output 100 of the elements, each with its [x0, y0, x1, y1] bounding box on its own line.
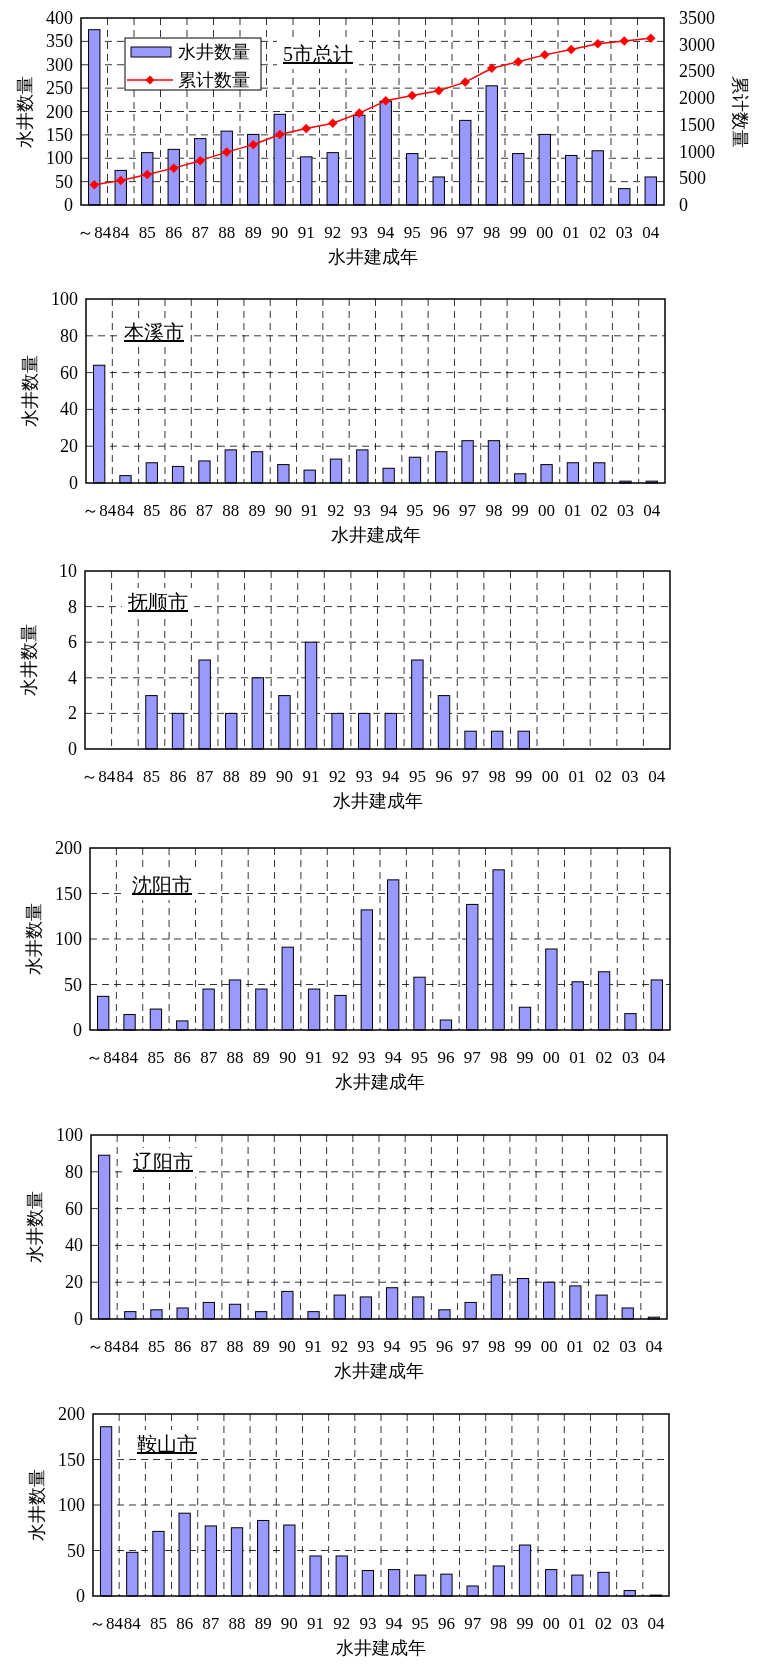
x-tick-label: 88: [226, 1336, 244, 1356]
y-tick-label: 50: [67, 1540, 85, 1561]
legend-label: 水井数量: [178, 42, 250, 62]
x-tick-label: 97: [462, 766, 480, 786]
y-tick-label: 150: [55, 883, 82, 904]
x-tick-label: 99: [515, 766, 533, 786]
x-tick-label: 96: [435, 766, 453, 786]
x-tick-label: 03: [621, 1047, 639, 1067]
y-tick-label: 4: [68, 667, 77, 688]
x-tick-label: 85: [142, 766, 160, 786]
x-tick-label: 97: [464, 1613, 482, 1633]
x-tick-label: 95: [408, 766, 426, 786]
x-tick-label: ～84: [86, 1047, 121, 1067]
y-tick-label: 2: [68, 703, 77, 724]
y-tick-label: 0: [73, 1020, 82, 1040]
x-tick-label: 94: [384, 1047, 403, 1067]
y-tick-label: 60: [60, 362, 78, 383]
x-tick-label: 86: [169, 766, 187, 786]
x-tick-label: 02: [590, 500, 608, 520]
x-tick-label: 03: [615, 222, 633, 242]
x-tick-label: 95: [411, 1047, 429, 1067]
x-axis-title: 水井建成年: [330, 525, 421, 545]
x-tick-label: 01: [568, 1613, 586, 1633]
x-tick-label: 04: [643, 500, 661, 520]
x-tick-label: 89: [248, 500, 266, 520]
y-tick-label: 400: [46, 8, 73, 28]
x-tick-label: 96: [437, 1613, 455, 1633]
x-tick-label: 03: [621, 1613, 639, 1633]
x-tick-label: 89: [252, 1336, 270, 1356]
x-tick-label: 04: [647, 1613, 665, 1633]
x-tick-label: 00: [540, 1336, 558, 1356]
x-tick-label: 99: [514, 1336, 532, 1356]
x-tick-label: 85: [147, 1336, 165, 1356]
x-tick-label: ～84: [82, 500, 117, 520]
y-tick-label: 20: [60, 436, 78, 457]
x-tick-label: 86: [165, 222, 183, 242]
x-tick-label: 86: [173, 1047, 191, 1067]
x-tick-label: 01: [568, 766, 586, 786]
x-tick-label: 95: [409, 1336, 427, 1356]
x-tick-label: 00: [538, 500, 556, 520]
x-tick-label: 96: [437, 1047, 455, 1067]
x-tick-label: 99: [509, 222, 527, 242]
x-tick-label: 97: [456, 222, 475, 242]
x-axis-title: 水井建成年: [332, 791, 423, 811]
x-tick-label: 00: [541, 766, 559, 786]
x-tick-label: 02: [593, 1336, 611, 1356]
y-tick-label: 100: [56, 1125, 83, 1145]
x-tick-label: 87: [202, 1613, 220, 1633]
y-tick-label: 350: [46, 31, 73, 52]
x-tick-label: 91: [305, 1336, 323, 1356]
x-tick-label: 98: [490, 1613, 508, 1633]
x-tick-label: 01: [562, 222, 580, 242]
x-tick-label: ～84: [77, 222, 112, 242]
x-tick-label: 88: [228, 1613, 246, 1633]
x-axis-title: 水井建成年: [336, 1638, 426, 1658]
x-tick-label: 91: [301, 500, 319, 520]
x-tick-label: 91: [307, 1613, 325, 1633]
x-tick-label: 01: [569, 1047, 587, 1067]
y-tick-label: 250: [46, 78, 73, 99]
y2-tick-label: 0: [679, 195, 688, 215]
text: 抚顺市: [127, 591, 188, 613]
x-tick-label: 97: [462, 1336, 480, 1356]
y-tick-label: 20: [65, 1272, 83, 1293]
y-axis-title: 水井数量: [15, 75, 35, 148]
y2-tick-label: 3000: [679, 34, 715, 55]
text: 辽阳市: [133, 1151, 193, 1173]
x-tick-label: 02: [589, 222, 607, 242]
x-tick-label: 93: [355, 766, 373, 786]
y2-tick-label: 2000: [679, 88, 715, 109]
x-tick-label: 88: [218, 222, 236, 242]
x-tick-label: 86: [176, 1613, 194, 1633]
text: 5市总计: [283, 43, 353, 65]
y-tick-label: 60: [65, 1198, 83, 1219]
x-tick-label: 88: [222, 766, 240, 786]
x-tick-label: 84: [116, 500, 135, 520]
x-tick-label: 87: [200, 1047, 218, 1067]
x-tick-label: 90: [271, 222, 289, 242]
y-tick-label: 200: [58, 1404, 85, 1424]
x-tick-label: 04: [648, 766, 666, 786]
y-tick-label: 300: [46, 54, 73, 75]
y-tick-label: 0: [68, 739, 77, 759]
x-tick-label: 98: [488, 1336, 506, 1356]
x-tick-label: 84: [123, 1613, 142, 1633]
x-tick-label: 97: [459, 500, 477, 520]
x-tick-label: 85: [149, 1613, 167, 1633]
x-tick-label: 93: [353, 500, 371, 520]
y-tick-label: 100: [58, 1495, 85, 1515]
x-tick-label: 94: [380, 500, 398, 520]
x-tick-label: 89: [244, 222, 262, 242]
x-tick-label: 02: [595, 766, 613, 786]
x-tick-label: 96: [435, 1336, 453, 1356]
x-tick-label: 97: [463, 1047, 482, 1067]
x-tick-label: 93: [359, 1613, 377, 1633]
x-tick-label: 91: [302, 766, 320, 786]
x-tick-label: ～84: [81, 766, 116, 786]
x-tick-label: 96: [430, 222, 448, 242]
x-tick-label: 89: [254, 1613, 272, 1633]
text: 沈阳市: [132, 874, 192, 896]
x-tick-label: 04: [645, 1336, 663, 1356]
x-tick-label: 91: [305, 1047, 323, 1067]
